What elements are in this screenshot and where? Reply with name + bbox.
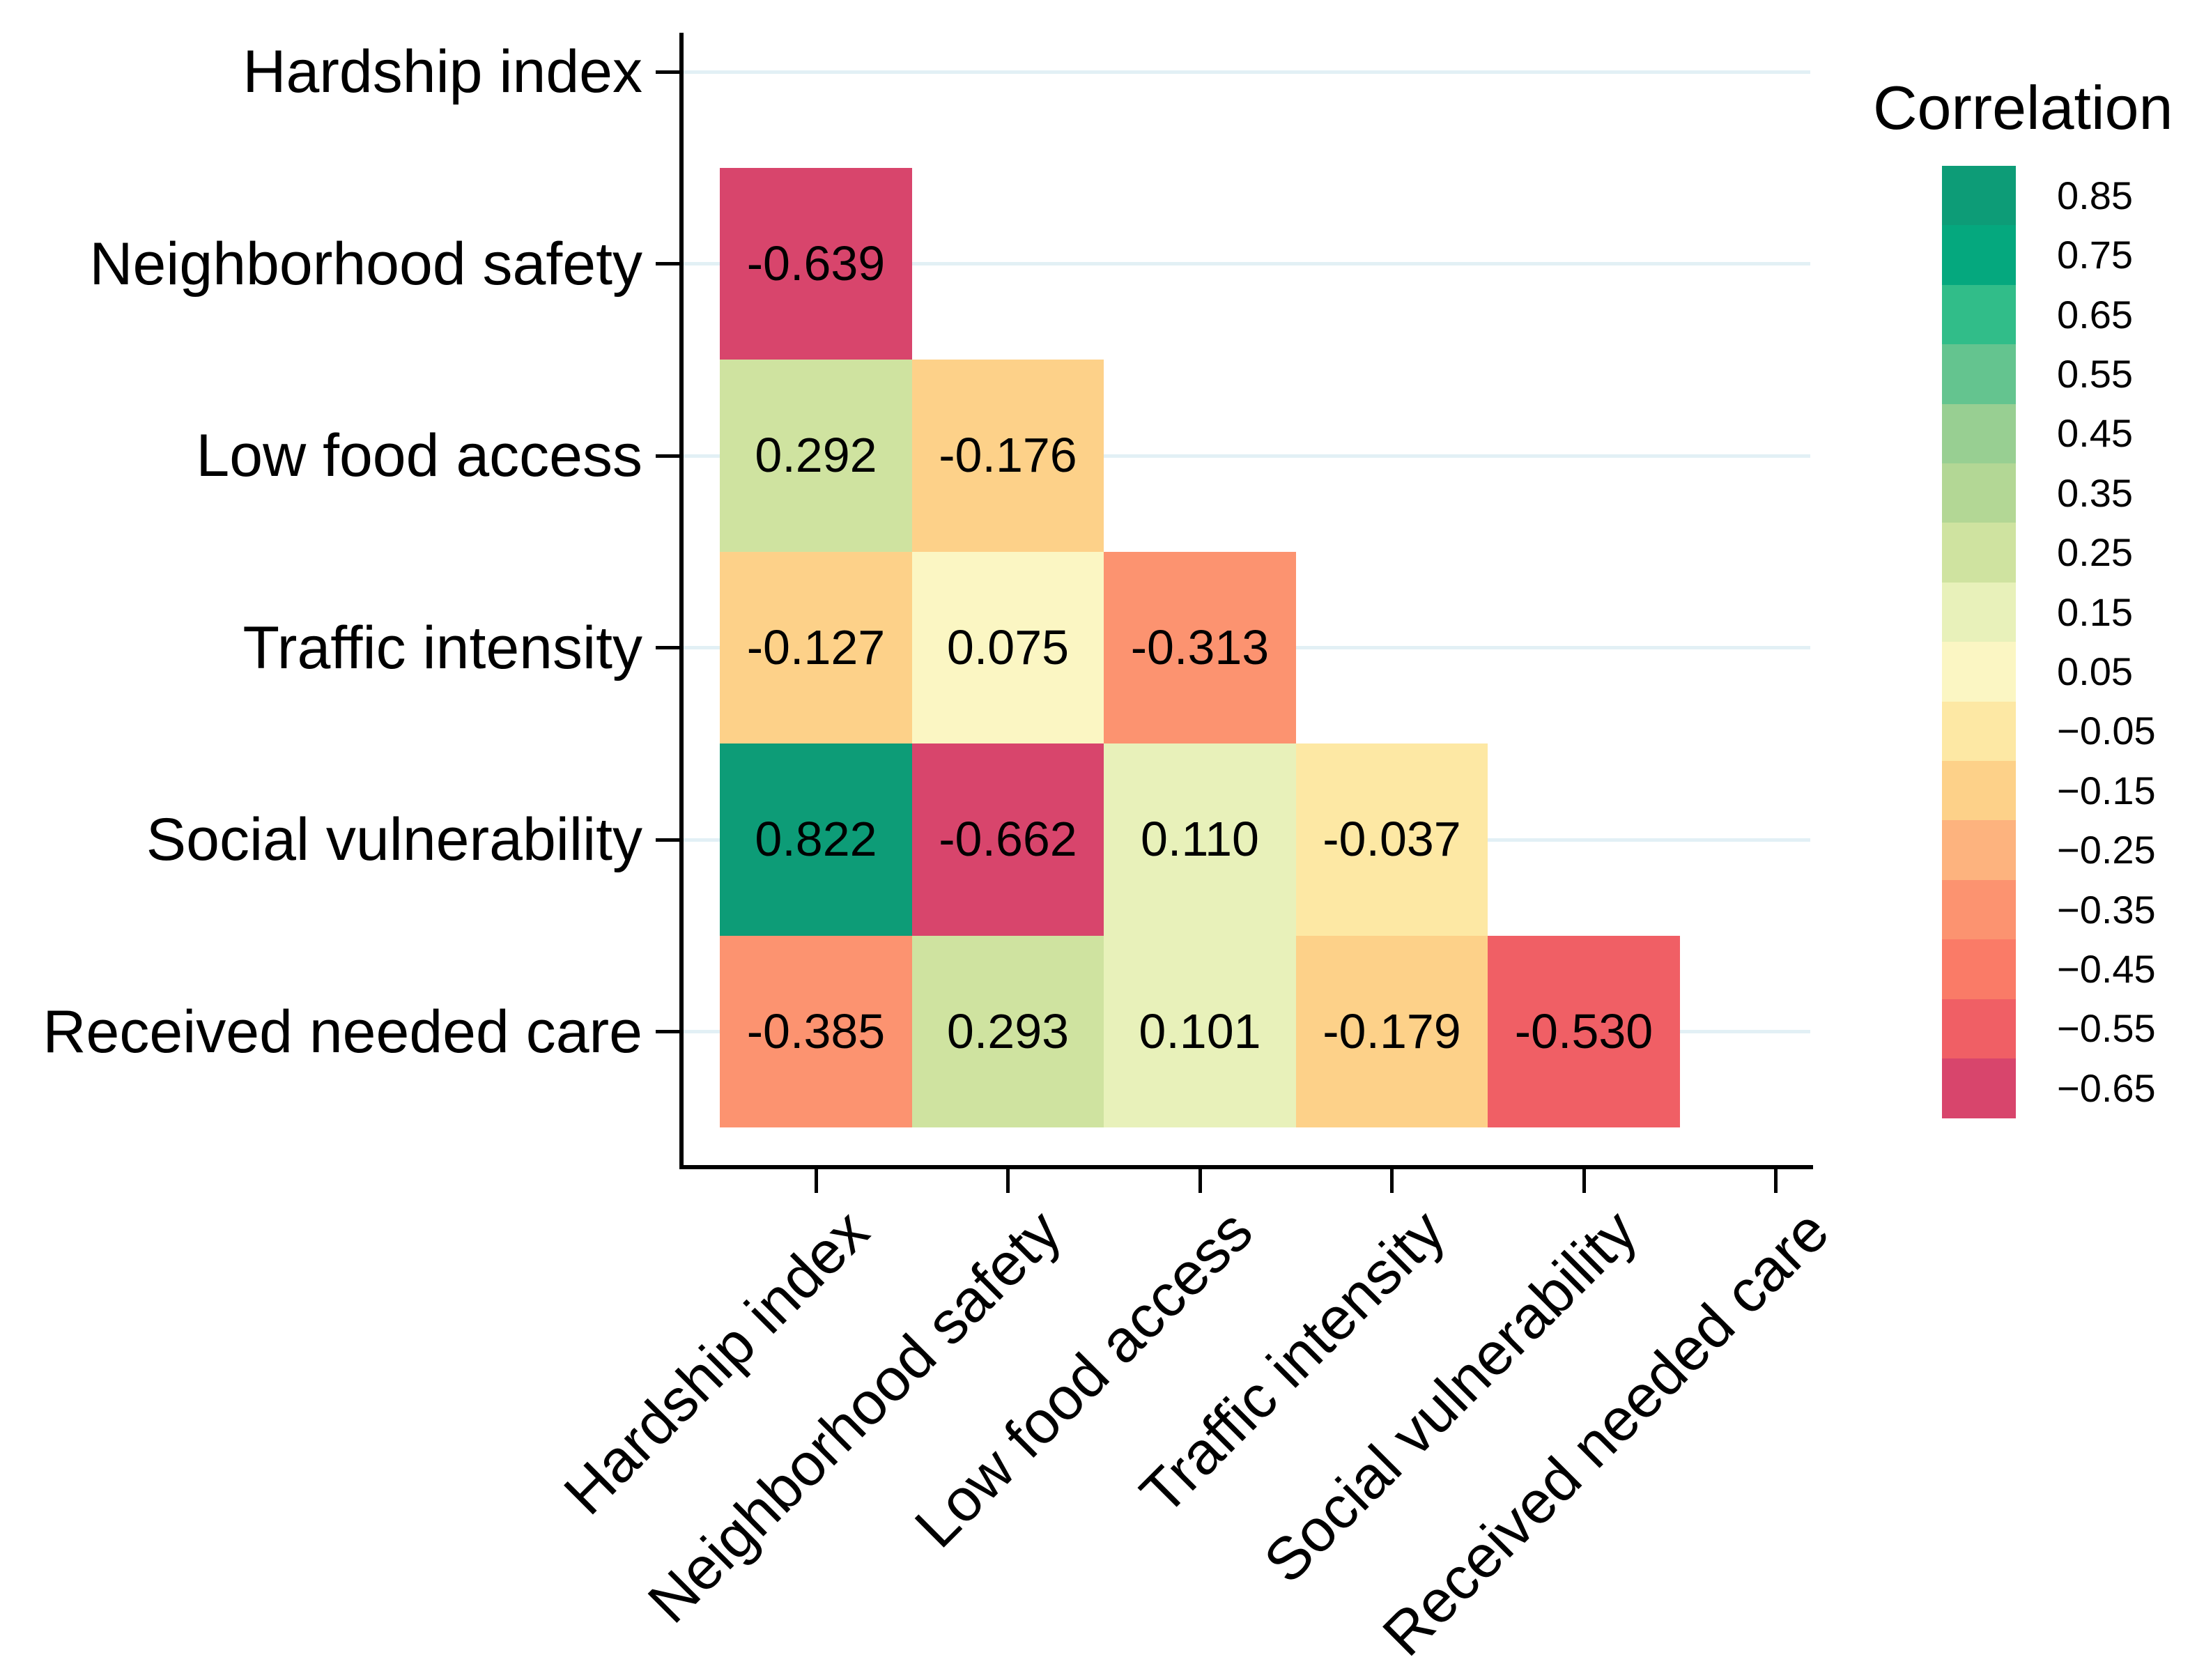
legend-swatch <box>1942 1058 2016 1119</box>
heatmap-cell <box>911 743 1104 936</box>
gridline <box>684 262 1810 265</box>
legend-swatch <box>1942 225 2016 286</box>
legend-swatch <box>1942 761 2016 822</box>
legend-swatch <box>1942 939 2016 1000</box>
legend-swatch <box>1942 166 2016 226</box>
cell-value: 0.292 <box>755 428 877 483</box>
legend-tick-label: 0.15 <box>2057 589 2133 634</box>
cell-value: 0.101 <box>1139 1003 1261 1058</box>
legend-tick-label: 0.35 <box>2057 470 2133 515</box>
cell-value: 0.293 <box>946 1003 1070 1058</box>
y-tick <box>656 646 679 649</box>
legend-tick-label: −0.45 <box>2057 946 2156 991</box>
heatmap-cell <box>1295 935 1488 1128</box>
x-tick <box>1774 1169 1778 1193</box>
legend-tick-label: −0.15 <box>2057 768 2156 812</box>
x-axis-label: Low food access <box>902 1197 1266 1561</box>
cell-value: -0.662 <box>939 812 1077 867</box>
x-tick <box>1582 1169 1586 1193</box>
cell-value: 0.822 <box>755 812 877 867</box>
legend-tick-label: 0.05 <box>2057 649 2133 693</box>
heatmap-cell <box>911 360 1104 552</box>
gridline <box>684 454 1810 458</box>
heatmap-cell <box>1104 743 1296 936</box>
y-tick <box>656 454 679 458</box>
legend-tick-label: 0.45 <box>2057 411 2133 456</box>
cell-value: -0.179 <box>1323 1003 1461 1058</box>
x-tick <box>1198 1169 1202 1193</box>
legend-tick-label: −0.65 <box>2057 1065 2156 1110</box>
legend-swatch <box>1942 523 2016 583</box>
legend-swatch <box>1942 820 2016 881</box>
cell-value: -0.639 <box>746 236 886 291</box>
heatmap-cell <box>1104 551 1296 744</box>
legend-swatch <box>1942 701 2016 762</box>
cell-value: -0.313 <box>1130 619 1270 675</box>
heatmap-cell <box>1295 743 1488 936</box>
heatmap-cell <box>911 935 1104 1128</box>
y-axis-label: Traffic intensity <box>242 614 642 681</box>
cell-value: -0.127 <box>746 619 886 675</box>
legend-tick-label: 0.85 <box>2057 173 2133 217</box>
y-tick <box>656 262 679 265</box>
y-tick <box>656 1030 679 1033</box>
cell-value: 0.110 <box>1141 812 1259 867</box>
y-axis-label: Low food access <box>196 422 642 489</box>
heatmap-cell <box>1488 935 1680 1128</box>
legend-swatch <box>1942 344 2016 405</box>
legend-tick-label: −0.25 <box>2057 828 2156 872</box>
x-axis-label: Social vulnerability <box>1251 1197 1650 1596</box>
cell-value: -0.385 <box>746 1003 886 1058</box>
legend-swatch <box>1942 999 2016 1059</box>
y-axis-label: Neighborhood safety <box>89 230 642 298</box>
y-axis-line <box>679 33 684 1169</box>
heatmap-cell <box>720 743 912 936</box>
heatmap-cell <box>720 935 912 1128</box>
x-axis-line <box>679 1165 1813 1169</box>
x-tick <box>1390 1169 1394 1193</box>
y-axis-label: Hardship index <box>242 38 642 105</box>
cell-value: -0.037 <box>1323 812 1461 867</box>
legend-swatch <box>1942 284 2016 346</box>
heatmap-cell <box>1104 935 1296 1128</box>
legend-swatch <box>1942 403 2016 464</box>
legend-tick-label: −0.35 <box>2057 887 2156 932</box>
gridline <box>684 70 1810 74</box>
legend-swatch <box>1942 582 2016 643</box>
heatmap-cell <box>720 360 912 552</box>
legend-title: Correlation <box>1873 73 2173 142</box>
y-tick <box>656 70 679 74</box>
legend-tick-label: −0.55 <box>2057 1006 2156 1051</box>
heatmap-cell <box>911 551 1104 744</box>
legend-swatch <box>1942 463 2016 524</box>
heatmap-cell <box>720 551 912 744</box>
legend-swatch <box>1942 642 2016 702</box>
y-axis-label: Social vulnerability <box>146 806 642 873</box>
legend-tick-label: −0.05 <box>2057 709 2156 753</box>
legend-tick-label: 0.25 <box>2057 530 2133 575</box>
legend-tick-label: 0.65 <box>2057 292 2133 337</box>
x-tick <box>1006 1169 1010 1193</box>
legend-swatch <box>1942 879 2016 941</box>
cell-value: 0.075 <box>946 619 1070 675</box>
legend-tick-label: 0.55 <box>2057 351 2133 396</box>
heatmap-cell <box>720 167 912 360</box>
y-axis-label: Received needed care <box>43 998 642 1065</box>
cell-value: -0.530 <box>1514 1003 1653 1058</box>
x-tick <box>814 1169 818 1193</box>
legend-tick-label: 0.75 <box>2057 233 2133 277</box>
y-tick <box>656 838 679 842</box>
cell-value: -0.176 <box>939 428 1077 483</box>
